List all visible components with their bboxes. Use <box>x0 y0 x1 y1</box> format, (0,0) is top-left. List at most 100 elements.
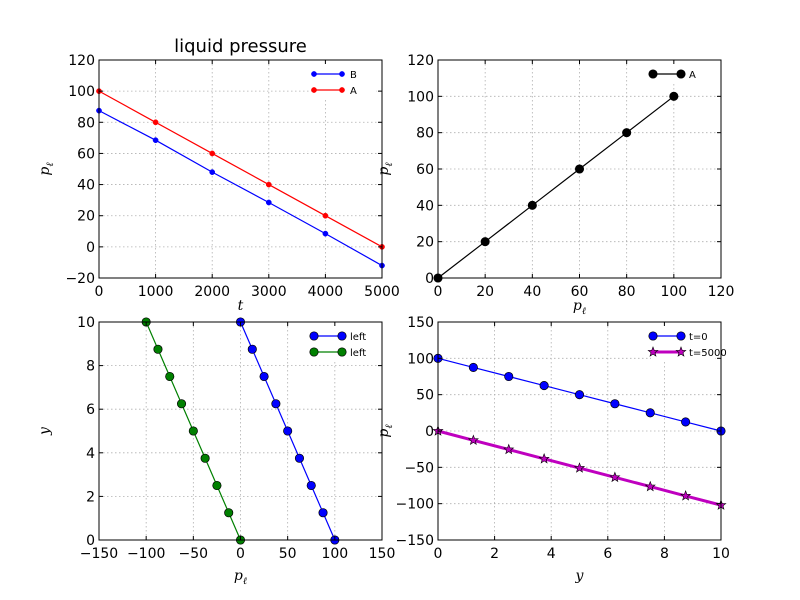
y-tick-label: 100 <box>68 84 95 100</box>
y-tick-label: 0 <box>425 424 434 440</box>
legend-marker <box>676 69 686 79</box>
y-tick-label: 150 <box>407 315 434 331</box>
data-point-1-3 <box>306 480 316 491</box>
y-tick-label: 0 <box>425 271 434 287</box>
data-point-2-2 <box>224 508 234 518</box>
data-point-1-6 <box>271 399 281 409</box>
x-tick-label: 0 <box>434 546 443 562</box>
y-tick-label: 20 <box>416 235 434 251</box>
y-tick-label: 40 <box>77 178 95 194</box>
data-point-2-6 <box>609 471 621 483</box>
data-point-2-6 <box>176 399 187 409</box>
legend-marker <box>676 331 686 341</box>
x-tick-label: 150 <box>369 546 396 562</box>
legend-label-2: A <box>350 86 357 97</box>
x-axis-label: y <box>575 568 585 584</box>
legend-marker <box>675 346 687 357</box>
x-tick-label: 100 <box>660 284 687 300</box>
y-tick-label: 10 <box>77 315 95 331</box>
legend-label-1: A <box>689 70 696 81</box>
y-tick-label: 2 <box>86 489 95 505</box>
series-line-1 <box>98 110 383 267</box>
x-tick-label: −100 <box>127 546 165 562</box>
data-point-2-3 <box>209 150 216 157</box>
legend-marker <box>337 347 347 357</box>
data-point-1-8 <box>681 417 691 427</box>
data-point-2-2 <box>152 119 159 126</box>
chart-panel-4: 0 2 4 6 8 10 −150 −100 −50 0 50 100 150 y pℓ t=0 t=5000 <box>376 315 730 584</box>
legend-label-1: t=0 <box>689 332 708 343</box>
data-point-2-5 <box>573 462 586 473</box>
data-point-1-2 <box>318 508 328 518</box>
y-tick-label: 100 <box>407 89 434 105</box>
data-point-2-7 <box>644 480 656 492</box>
legend-box <box>312 64 376 100</box>
data-point-1-4 <box>294 453 305 463</box>
y-tick-label: 120 <box>407 53 434 69</box>
y-axis-label: pℓ <box>376 162 395 175</box>
data-point-2-4 <box>200 453 210 463</box>
chart-panel-2: 0 20 40 60 80 100 120 0 20 40 60 80 100 120 pℓ pℓ A <box>376 53 734 317</box>
y-tick-label: 100 <box>407 351 434 367</box>
legend-label-1: B <box>350 70 357 81</box>
legend-label-1: left <box>350 332 366 343</box>
legend-marker <box>309 331 319 341</box>
x-tick-label: 2 <box>490 546 499 562</box>
y-tick-label: 80 <box>77 115 95 131</box>
y-tick-label: 0 <box>86 533 95 549</box>
data-point-1-3 <box>527 200 537 210</box>
chart-title: liquid pressure <box>174 36 307 57</box>
x-axis-label: t <box>238 298 244 314</box>
legend-marker <box>311 71 317 77</box>
x-tick-label: 20 <box>476 284 494 300</box>
data-point-1-3 <box>504 371 514 382</box>
chart-panel-3: −150 −100 −50 0 50 100 150 0 2 4 6 8 10 pℓ y left left <box>37 315 395 587</box>
data-point-1-7 <box>645 408 655 418</box>
data-point-2-5 <box>322 212 329 219</box>
data-point-2-3 <box>212 480 222 491</box>
series-line-2 <box>98 90 383 248</box>
y-tick-label: −100 <box>396 497 434 513</box>
data-point-1-4 <box>539 381 549 391</box>
data-point-1-5 <box>622 128 632 138</box>
x-tick-label: 4 <box>547 546 556 562</box>
y-tick-label: 40 <box>416 198 434 214</box>
data-point-2-5 <box>188 426 198 436</box>
y-tick-label: −150 <box>396 533 434 549</box>
data-point-1-2 <box>152 137 159 144</box>
x-tick-label: 8 <box>660 546 669 562</box>
x-tick-label: 2000 <box>194 284 230 300</box>
series-line-1 <box>437 95 675 279</box>
y-tick-label: 50 <box>416 388 434 404</box>
data-point-2-3 <box>503 443 515 455</box>
y-axis-label: pℓ <box>37 162 56 175</box>
legend-marker <box>309 347 319 357</box>
y-tick-label: 0 <box>86 240 95 256</box>
y-tick-label: 60 <box>77 146 95 162</box>
legend-marker <box>339 71 345 77</box>
y-tick-label: −50 <box>404 460 434 476</box>
y-tick-label: 60 <box>416 162 434 178</box>
legend-marker <box>648 331 658 341</box>
x-tick-label: 60 <box>571 284 589 300</box>
data-point-1-2 <box>480 237 490 247</box>
x-tick-label: 0 <box>236 546 245 562</box>
x-tick-label: −50 <box>179 546 209 562</box>
x-tick-label: 0 <box>434 284 443 300</box>
data-point-1-5 <box>283 426 293 436</box>
x-tick-label: 10 <box>712 546 730 562</box>
data-point-1-4 <box>574 164 585 174</box>
x-tick-label: 100 <box>321 546 348 562</box>
x-tick-label: 6 <box>603 546 612 562</box>
data-point-1-6 <box>610 399 620 409</box>
legend-label-2: left <box>350 348 366 359</box>
plot-frame <box>98 59 383 279</box>
chart-panel-1: 0 1000 2000 3000 4000 5000−20020406080100120l… <box>37 36 400 314</box>
x-tick-label: 120 <box>708 284 735 300</box>
y-tick-label: 6 <box>86 402 95 418</box>
legend-marker <box>311 87 317 93</box>
x-tick-label: 5000 <box>364 284 400 300</box>
data-point-2-8 <box>680 490 692 501</box>
data-point-2-4 <box>265 181 272 188</box>
